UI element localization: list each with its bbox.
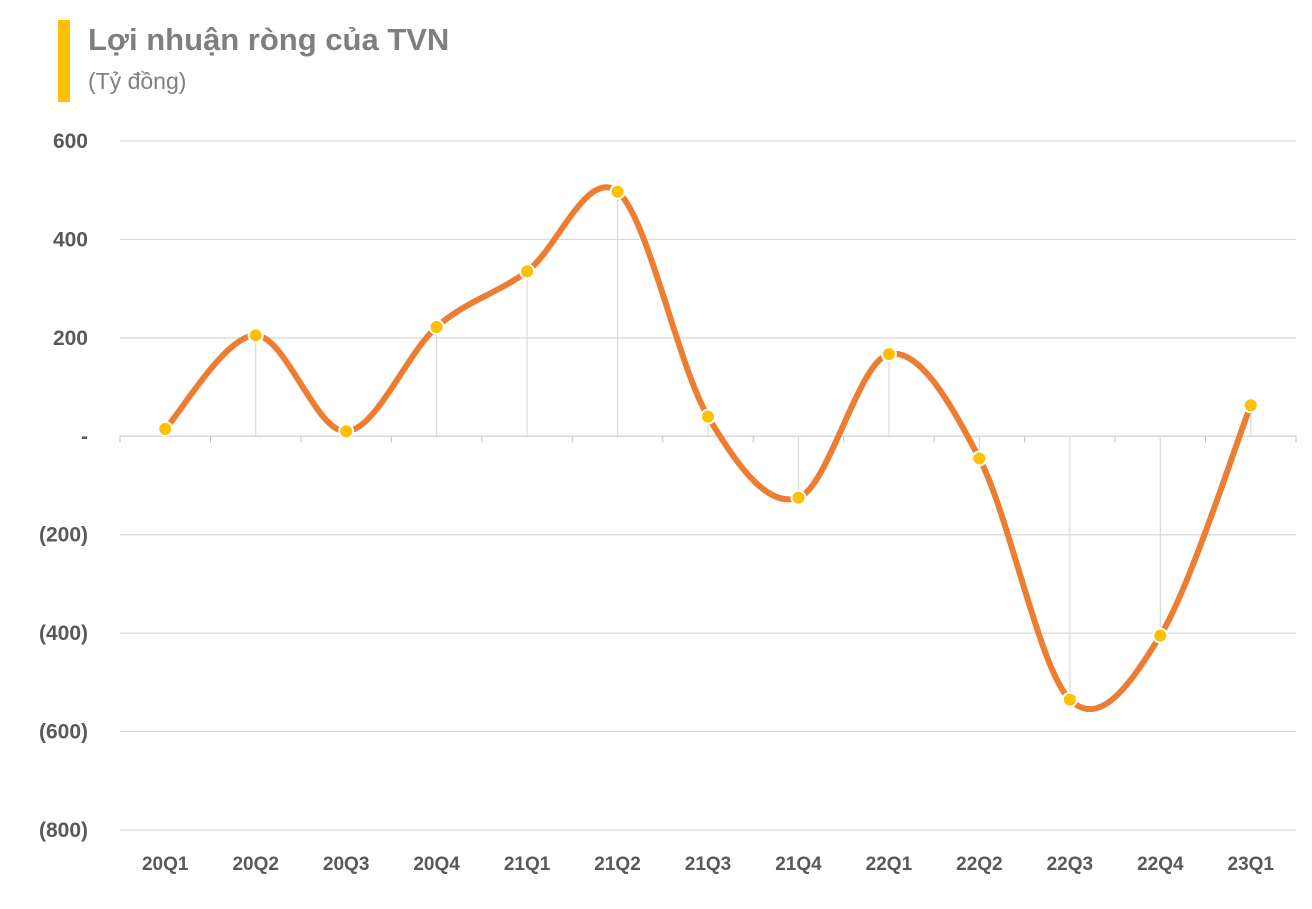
y-tick-label: (200) bbox=[39, 524, 88, 547]
y-tick-label: 200 bbox=[53, 327, 88, 350]
y-tick-label: (600) bbox=[39, 721, 88, 744]
y-tick-label: (800) bbox=[39, 819, 88, 842]
y-tick-label: (400) bbox=[39, 622, 88, 645]
series-line bbox=[162, 184, 1254, 713]
x-tick-label: 20Q3 bbox=[323, 854, 369, 875]
x-tick-label: 20Q2 bbox=[232, 854, 278, 875]
data-point bbox=[1152, 627, 1169, 644]
data-point bbox=[519, 263, 536, 280]
data-point bbox=[157, 420, 174, 437]
data-point bbox=[609, 183, 626, 200]
x-tick-label: 21Q1 bbox=[504, 854, 551, 875]
x-tick-label: 22Q1 bbox=[866, 854, 913, 875]
title-accent-bar bbox=[58, 20, 70, 102]
data-point bbox=[247, 327, 264, 344]
x-tick-label: 21Q3 bbox=[685, 854, 731, 875]
x-tick-label: 20Q4 bbox=[413, 854, 460, 875]
x-tick-label: 22Q3 bbox=[1047, 854, 1093, 875]
data-point bbox=[428, 319, 445, 336]
data-point bbox=[880, 346, 897, 363]
x-tick-label: 23Q1 bbox=[1228, 854, 1275, 875]
data-point bbox=[338, 423, 355, 440]
chart-title: Lợi nhuận ròng của TVN bbox=[88, 22, 450, 57]
x-tick-label: 22Q4 bbox=[1137, 854, 1184, 875]
data-point bbox=[1242, 397, 1259, 414]
data-point bbox=[790, 489, 807, 506]
x-tick-label: 22Q2 bbox=[956, 854, 1002, 875]
data-point bbox=[700, 408, 716, 425]
y-tick-label: - bbox=[81, 425, 88, 448]
y-tick-label: 400 bbox=[53, 228, 88, 251]
x-tick-label: 20Q1 bbox=[142, 854, 189, 875]
chart-subtitle: (Tỷ đồng) bbox=[88, 68, 187, 94]
data-point bbox=[1061, 691, 1078, 708]
x-tick-label: 21Q2 bbox=[594, 854, 640, 875]
data-point bbox=[971, 450, 988, 467]
x-tick-label: 21Q4 bbox=[775, 854, 822, 875]
y-tick-label: 600 bbox=[53, 130, 88, 153]
